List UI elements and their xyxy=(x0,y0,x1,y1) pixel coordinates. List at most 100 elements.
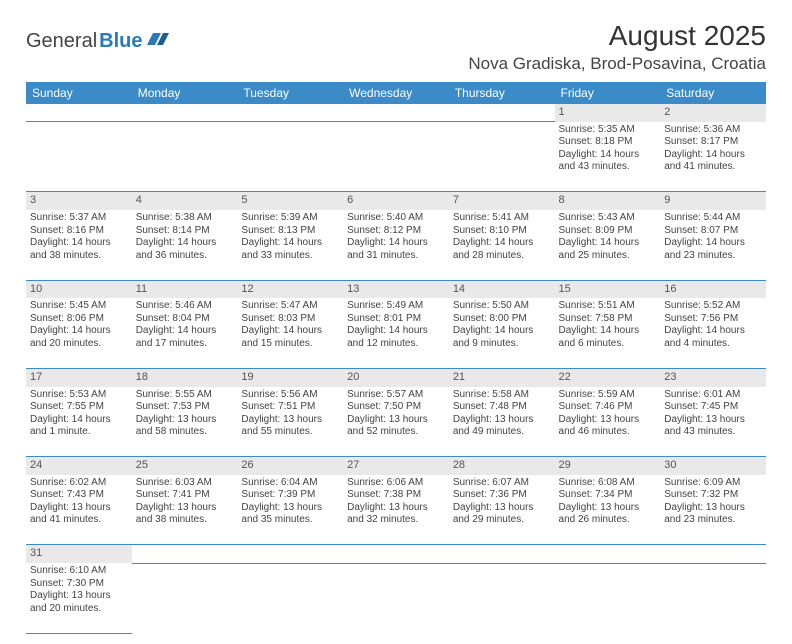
day-detail-cell xyxy=(237,563,343,633)
sunrise-line: Sunrise: 5:53 AM xyxy=(30,389,128,402)
day-number-cell: 10 xyxy=(26,280,132,298)
day-detail-cell xyxy=(237,122,343,192)
day-detail-cell xyxy=(449,563,555,633)
daylight-line: Daylight: 14 hours and 9 minutes. xyxy=(453,325,551,350)
day-detail-cell: Sunrise: 6:03 AMSunset: 7:41 PMDaylight:… xyxy=(132,475,238,545)
weekday-header: Saturday xyxy=(660,82,766,104)
sunrise-line: Sunrise: 5:45 AM xyxy=(30,300,128,313)
daylight-line: Daylight: 14 hours and 17 minutes. xyxy=(136,325,234,350)
sunrise-line: Sunrise: 6:02 AM xyxy=(30,477,128,490)
day-number-cell: 5 xyxy=(237,192,343,210)
day-detail-cell: Sunrise: 6:08 AMSunset: 7:34 PMDaylight:… xyxy=(555,475,661,545)
day-number-cell: 8 xyxy=(555,192,661,210)
sunset-line: Sunset: 8:12 PM xyxy=(347,225,445,238)
day-number-cell xyxy=(343,545,449,563)
day-detail-cell: Sunrise: 5:37 AMSunset: 8:16 PMDaylight:… xyxy=(26,210,132,280)
day-detail-cell: Sunrise: 5:40 AMSunset: 8:12 PMDaylight:… xyxy=(343,210,449,280)
sunrise-line: Sunrise: 6:01 AM xyxy=(664,389,762,402)
sunset-line: Sunset: 7:53 PM xyxy=(136,401,234,414)
day-number-cell: 3 xyxy=(26,192,132,210)
day-number-cell xyxy=(555,545,661,563)
weekday-header: Tuesday xyxy=(237,82,343,104)
sunrise-line: Sunrise: 5:43 AM xyxy=(559,212,657,225)
daylight-line: Daylight: 13 hours and 43 minutes. xyxy=(664,414,762,439)
day-detail-cell: Sunrise: 6:04 AMSunset: 7:39 PMDaylight:… xyxy=(237,475,343,545)
day-detail-cell: Sunrise: 5:43 AMSunset: 8:09 PMDaylight:… xyxy=(555,210,661,280)
day-number-cell: 22 xyxy=(555,368,661,386)
daylight-line: Daylight: 13 hours and 23 minutes. xyxy=(664,502,762,527)
day-number-cell: 18 xyxy=(132,368,238,386)
sunset-line: Sunset: 7:41 PM xyxy=(136,489,234,502)
daylight-line: Daylight: 14 hours and 41 minutes. xyxy=(664,149,762,174)
day-number-cell: 14 xyxy=(449,280,555,298)
sunrise-line: Sunrise: 5:44 AM xyxy=(664,212,762,225)
sunrise-line: Sunrise: 5:57 AM xyxy=(347,389,445,402)
sunset-line: Sunset: 7:58 PM xyxy=(559,313,657,326)
sunrise-line: Sunrise: 5:41 AM xyxy=(453,212,551,225)
day-detail-cell: Sunrise: 5:56 AMSunset: 7:51 PMDaylight:… xyxy=(237,387,343,457)
day-detail-cell: Sunrise: 6:01 AMSunset: 7:45 PMDaylight:… xyxy=(660,387,766,457)
day-detail-cell xyxy=(132,122,238,192)
page-header: GeneralBlue August 2025 Nova Gradiska, B… xyxy=(26,20,766,74)
flag-icon xyxy=(147,30,169,53)
detail-row: Sunrise: 5:35 AMSunset: 8:18 PM Daylight:… xyxy=(26,122,766,192)
sunrise-line: Sunrise: 6:08 AM xyxy=(559,477,657,490)
day-number-cell: 21 xyxy=(449,368,555,386)
day-number-cell: 2 xyxy=(660,104,766,122)
day-detail-cell xyxy=(343,122,449,192)
day-number-cell xyxy=(237,104,343,122)
calendar-page: GeneralBlue August 2025 Nova Gradiska, B… xyxy=(0,0,792,644)
sunset-line: Sunset: 7:43 PM xyxy=(30,489,128,502)
day-detail-cell: Sunrise: 5:46 AMSunset: 8:04 PMDaylight:… xyxy=(132,298,238,368)
daylight-line: Daylight: 14 hours and 38 minutes. xyxy=(30,237,128,262)
day-number-cell xyxy=(449,545,555,563)
day-detail-cell xyxy=(343,563,449,633)
day-number-cell: 7 xyxy=(449,192,555,210)
sunset-line: Sunset: 7:32 PM xyxy=(664,489,762,502)
logo-text-2: Blue xyxy=(99,30,142,53)
daylight-line: Daylight: 13 hours and 41 minutes. xyxy=(30,502,128,527)
daylight-line: Daylight: 13 hours and 29 minutes. xyxy=(453,502,551,527)
daynum-row: 17181920212223 xyxy=(26,368,766,386)
day-number-cell: 28 xyxy=(449,457,555,475)
daynum-row: 31 xyxy=(26,545,766,563)
day-detail-cell xyxy=(449,122,555,192)
daylight-line: Daylight: 13 hours and 38 minutes. xyxy=(136,502,234,527)
day-detail-cell: Sunrise: 5:57 AMSunset: 7:50 PMDaylight:… xyxy=(343,387,449,457)
day-number-cell: 26 xyxy=(237,457,343,475)
sunrise-line: Sunrise: 5:47 AM xyxy=(241,300,339,313)
sunset-line: Sunset: 8:10 PM xyxy=(453,225,551,238)
daylight-line: Daylight: 14 hours and 6 minutes. xyxy=(559,325,657,350)
day-number-cell xyxy=(26,104,132,122)
sunrise-line: Sunrise: 6:04 AM xyxy=(241,477,339,490)
day-number-cell: 12 xyxy=(237,280,343,298)
day-detail-cell: Sunrise: 5:44 AMSunset: 8:07 PMDaylight:… xyxy=(660,210,766,280)
day-detail-cell xyxy=(132,563,238,633)
sunset-line: Sunset: 8:13 PM xyxy=(241,225,339,238)
sunset-line: Sunset: 7:36 PM xyxy=(453,489,551,502)
sunset-line: Sunset: 8:16 PM xyxy=(30,225,128,238)
sunset-line: Sunset: 8:18 PM xyxy=(559,136,657,149)
day-number-cell: 31 xyxy=(26,545,132,563)
location-subtitle: Nova Gradiska, Brod-Posavina, Croatia xyxy=(468,54,766,74)
sunset-line: Sunset: 7:51 PM xyxy=(241,401,339,414)
daylight-line: Daylight: 14 hours and 1 minute. xyxy=(30,414,128,439)
day-number-cell: 29 xyxy=(555,457,661,475)
daylight-line: Daylight: 14 hours and 20 minutes. xyxy=(30,325,128,350)
day-number-cell xyxy=(343,104,449,122)
daylight-line: Daylight: 14 hours and 23 minutes. xyxy=(664,237,762,262)
sunrise-line: Sunrise: 5:58 AM xyxy=(453,389,551,402)
sunrise-line: Sunrise: 5:35 AM xyxy=(559,124,657,137)
day-number-cell xyxy=(132,545,238,563)
detail-row: Sunrise: 6:10 AMSunset: 7:30 PMDaylight:… xyxy=(26,563,766,633)
daylight-line: Daylight: 13 hours and 49 minutes. xyxy=(453,414,551,439)
day-detail-cell: Sunrise: 6:10 AMSunset: 7:30 PMDaylight:… xyxy=(26,563,132,633)
day-detail-cell: Sunrise: 5:45 AMSunset: 8:06 PMDaylight:… xyxy=(26,298,132,368)
daynum-row: 10111213141516 xyxy=(26,280,766,298)
day-detail-cell: Sunrise: 5:52 AMSunset: 7:56 PMDaylight:… xyxy=(660,298,766,368)
day-number-cell: 16 xyxy=(660,280,766,298)
sunset-line: Sunset: 7:50 PM xyxy=(347,401,445,414)
calendar-head: SundayMondayTuesdayWednesdayThursdayFrid… xyxy=(26,82,766,104)
day-detail-cell: Sunrise: 5:55 AMSunset: 7:53 PMDaylight:… xyxy=(132,387,238,457)
sunrise-line: Sunrise: 5:50 AM xyxy=(453,300,551,313)
